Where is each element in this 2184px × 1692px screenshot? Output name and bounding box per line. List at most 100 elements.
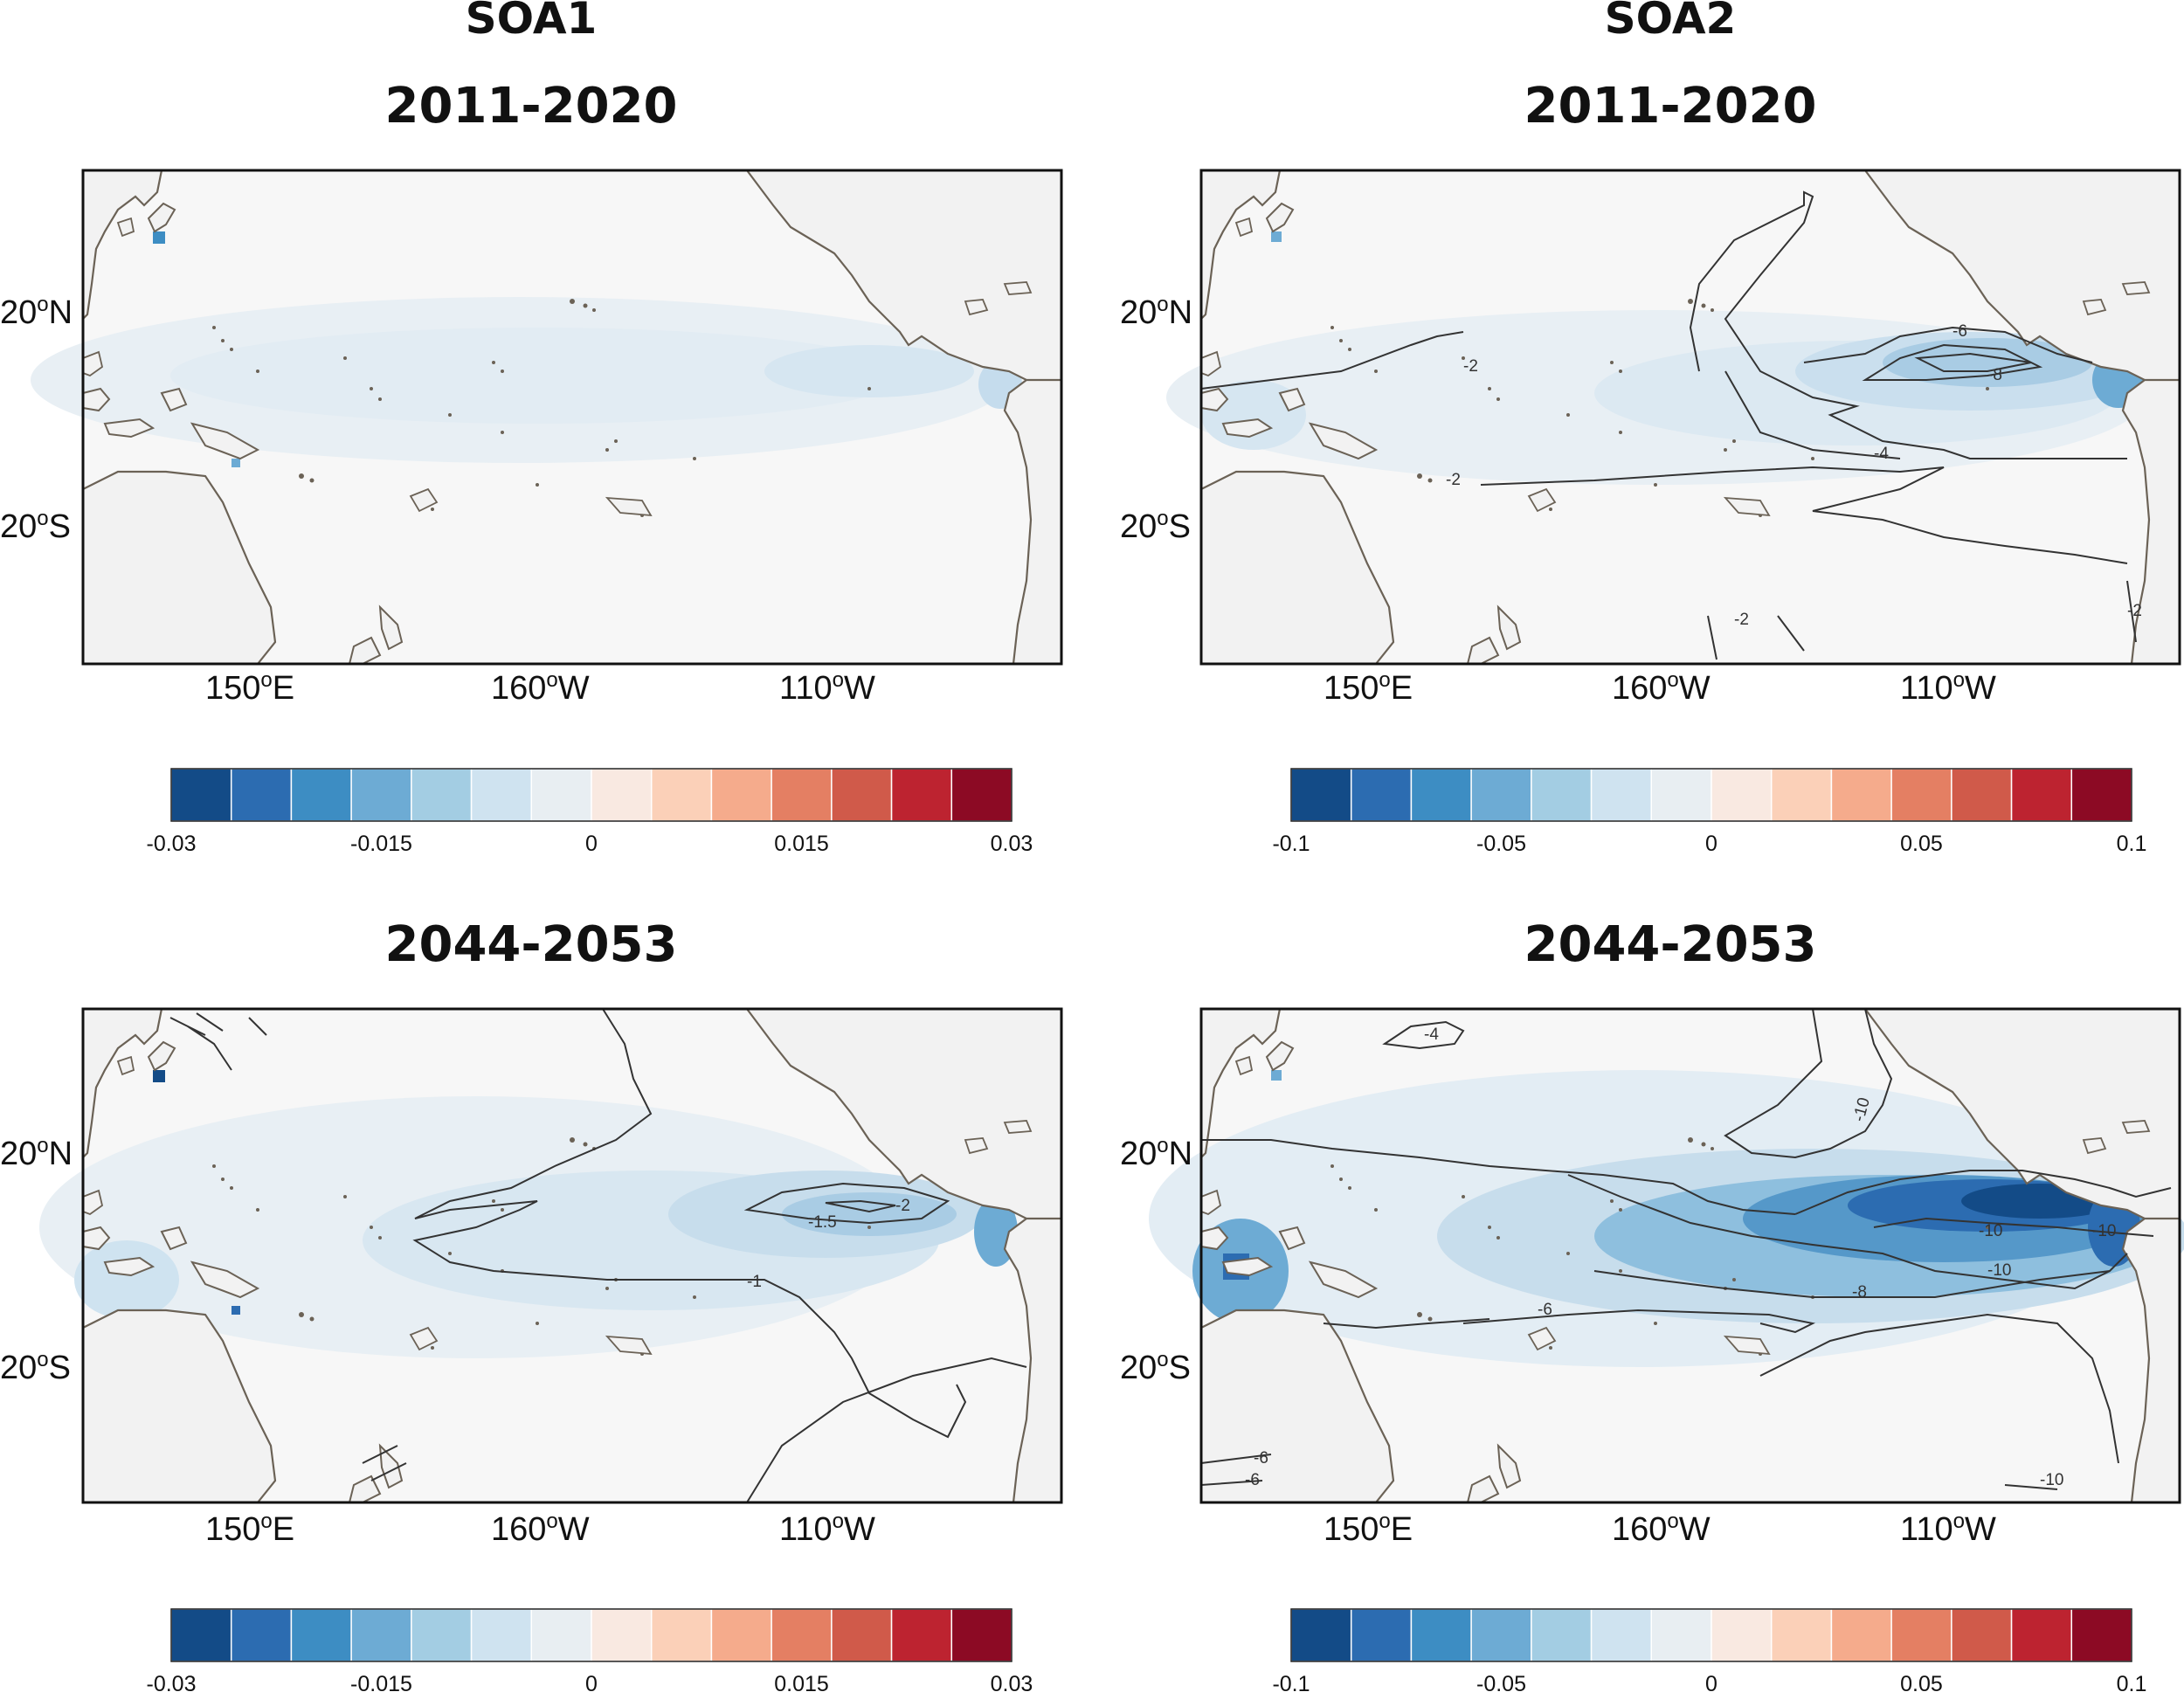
- contour-labels: -4 -10 -10 -10 -10 -8 -6 -6 -6 -10: [1245, 1026, 2116, 1489]
- lat-labels-right-top: 20oN 20oS: [1120, 293, 1192, 545]
- contour-label: -1.5: [808, 1213, 837, 1232]
- colorbar-swatch: [1830, 1608, 1892, 1662]
- contour-label: -10: [1979, 1222, 2002, 1240]
- contour-lines: [1200, 1008, 2172, 1490]
- lat-label-20s: 20oS: [0, 1348, 71, 1386]
- lon-labels-right-bottom: 150oE 160oW 110oW: [1324, 1509, 1996, 1548]
- lat-label-20s: 20oS: [0, 507, 71, 545]
- colorbar-swatch: [290, 768, 352, 822]
- colorbar-frame: [1290, 1608, 2132, 1662]
- colorbar-soa2-bottom: -0.1 -0.05 0 0.05 0.1: [1272, 1608, 2146, 1692]
- colorbar-tick-label: -0.05: [1476, 832, 1526, 856]
- colorbar-tick-label: 0.03: [991, 832, 1033, 856]
- map-frame: [81, 169, 1063, 666]
- lon-label-160w: 160oW: [491, 1509, 590, 1548]
- colorbar-swatch: [1951, 1608, 2013, 1662]
- anomaly-shading: [31, 231, 1022, 467]
- contour-label: -6: [1254, 1449, 1268, 1468]
- colorbar-tick-label: 0.1: [2117, 832, 2147, 856]
- colorbar-tick-label: -0.03: [147, 1672, 197, 1692]
- map-panel-p2: -6 -8 -2 -4 -2 -2 -2: [1166, 169, 2181, 666]
- panel-title-p3: 2044-2053: [385, 916, 678, 973]
- colorbar-tick-label: 0.05: [1900, 1672, 1943, 1692]
- colorbar-swatch: [1410, 1608, 1472, 1662]
- lon-label-160w: 160oW: [1612, 1509, 1711, 1548]
- contour-lines: [1200, 190, 2137, 660]
- map-frame: [1199, 1007, 2181, 1504]
- column-title-soa1: SOA1: [466, 0, 598, 44]
- colorbar-swatch: [771, 1608, 833, 1662]
- colorbar-frame: [170, 768, 1013, 822]
- colorbar-tick-label: -0.05: [1476, 1672, 1526, 1692]
- colorbar-swatch: [470, 1608, 533, 1662]
- anomaly-shading: [1149, 1070, 2184, 1367]
- colorbar-swatch: [170, 1608, 232, 1662]
- contour-labels: -2 -1.5 -1: [747, 1197, 910, 1291]
- colorbar-swatch: [1410, 768, 1472, 822]
- colorbar-swatch: [411, 1608, 473, 1662]
- colorbar-swatch: [2010, 1608, 2073, 1662]
- lon-label-110w: 110oW: [1900, 1509, 1996, 1548]
- colorbar-swatch: [890, 768, 953, 822]
- colorbar-tick-label: 0.015: [774, 1672, 829, 1692]
- colorbar-swatch: [1770, 768, 1833, 822]
- colorbar-swatch: [1830, 768, 1892, 822]
- colorbar-tick-label: -0.03: [147, 832, 197, 856]
- colorbar-swatch: [1531, 768, 1593, 822]
- contour-label: -10: [2092, 1222, 2116, 1240]
- colorbar-tick-label: -0.015: [350, 1672, 412, 1692]
- lon-label-160w: 160oW: [491, 668, 590, 707]
- colorbar-soa1-top: -0.03 -0.015 0 0.015 0.03: [147, 768, 1033, 856]
- contour-labels: -6 -8 -2 -4 -2 -2 -2: [1446, 322, 2142, 629]
- colorbar-tick-label: -0.1: [1272, 1672, 1310, 1692]
- colorbar-swatch: [1650, 768, 1712, 822]
- lat-label-20s: 20oS: [1120, 1348, 1191, 1386]
- lon-labels-right-top: 150oE 160oW 110oW: [1324, 668, 1996, 707]
- colorbar-tick-label: 0: [585, 1672, 598, 1692]
- contour-label: -10: [2040, 1471, 2063, 1489]
- map-frame: [1199, 169, 2181, 666]
- contour-label: -1: [747, 1273, 762, 1291]
- colorbar-swatch: [2070, 1608, 2132, 1662]
- colorbar-swatch: [1350, 1608, 1413, 1662]
- colorbar-swatch: [950, 768, 1013, 822]
- colorbar-swatch: [1531, 1608, 1593, 1662]
- colorbar-swatch: [710, 768, 772, 822]
- lon-labels-left-bottom: 150oE 160oW 110oW: [205, 1509, 875, 1548]
- colorbar-frame: [1290, 768, 2132, 822]
- colorbar-swatch: [1650, 1608, 1712, 1662]
- colorbar-swatch: [591, 1608, 653, 1662]
- colorbar-swatch: [1590, 768, 1653, 822]
- map-panel-p3: -2 -1.5 -1: [39, 1007, 1063, 1504]
- lat-labels-left-bottom: 20oN 20oS: [0, 1134, 73, 1386]
- colorbar-swatch: [2010, 768, 2073, 822]
- lat-label-20s: 20oS: [1120, 507, 1191, 545]
- contour-label: -8: [1987, 366, 2002, 384]
- map-frame: [81, 1007, 1063, 1504]
- colorbar-swatch: [771, 768, 833, 822]
- contour-label: -8: [1852, 1283, 1867, 1302]
- colorbar-swatch: [230, 1608, 293, 1662]
- colorbar-swatch: [1290, 768, 1352, 822]
- colorbar-swatch: [650, 768, 713, 822]
- lat-label-20n: 20oN: [1120, 1134, 1192, 1172]
- panel-title-p4: 2044-2053: [1524, 916, 1817, 973]
- map-panel-p4: -4 -10 -10 -10 -10 -8 -6 -6 -6 -10: [1149, 1007, 2184, 1504]
- contour-label: -2: [1463, 357, 1478, 376]
- panel-title-p1: 2011-2020: [385, 78, 678, 135]
- colorbar-swatch: [950, 1608, 1013, 1662]
- colorbar-swatch: [1470, 768, 1532, 822]
- colorbar-swatch: [710, 1608, 772, 1662]
- colorbar-tick-label: 0.015: [774, 832, 829, 856]
- lat-labels-left-top: 20oN 20oS: [0, 293, 73, 545]
- anomaly-shading: [1166, 231, 2145, 485]
- colorbar-swatch: [1590, 1608, 1653, 1662]
- colorbar-swatch: [411, 768, 473, 822]
- colorbar-swatch: [2070, 768, 2132, 822]
- colorbar-swatch: [230, 768, 293, 822]
- contour-label: -2: [1446, 471, 1461, 489]
- lon-label-110w: 110oW: [779, 668, 875, 707]
- colorbar-swatch: [470, 768, 533, 822]
- lat-label-20n: 20oN: [0, 293, 73, 331]
